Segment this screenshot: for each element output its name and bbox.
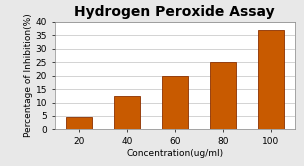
- Bar: [66, 117, 92, 129]
- X-axis label: Concentration(ug/ml): Concentration(ug/ml): [126, 149, 223, 158]
- Title: Hydrogen Peroxide Assay: Hydrogen Peroxide Assay: [74, 5, 275, 19]
- Bar: [162, 76, 188, 129]
- Bar: [209, 62, 236, 129]
- Bar: [114, 96, 140, 129]
- Y-axis label: Percentage of Inhibition(%): Percentage of Inhibition(%): [24, 14, 33, 137]
- Bar: [257, 30, 284, 129]
